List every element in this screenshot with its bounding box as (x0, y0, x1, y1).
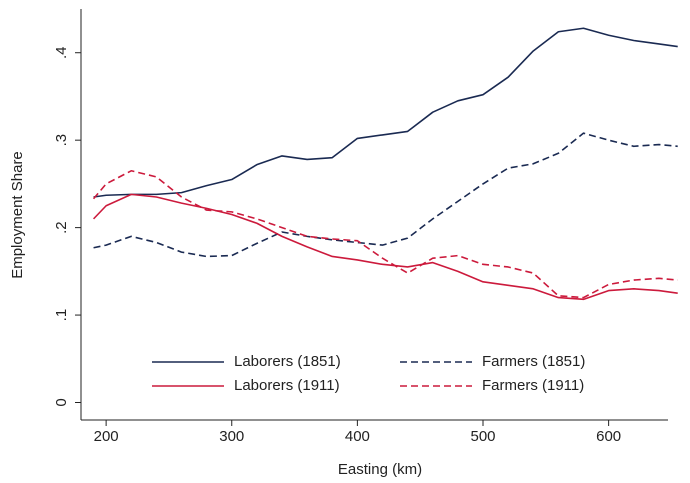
x-tick-label: 400 (345, 428, 370, 445)
legend-label: Laborers (1851) (234, 353, 341, 370)
legend-label: Farmers (1911) (482, 377, 584, 394)
series-line (92, 169, 678, 299)
series-line (93, 27, 678, 198)
y-tick-label: .3 (53, 134, 70, 147)
series-line (92, 193, 678, 301)
legend-label: Laborers (1911) (234, 377, 340, 394)
y-tick-label: .1 (53, 309, 70, 322)
y-tick-label: .4 (53, 46, 70, 59)
y-tick-label: .2 (53, 221, 70, 234)
series-line (93, 132, 678, 258)
x-tick-label: 600 (596, 428, 621, 445)
y-tick-label: 0 (53, 398, 70, 406)
x-tick-label: 300 (219, 428, 244, 445)
x-axis-label: Easting (km) (338, 461, 422, 478)
x-tick-label: 500 (470, 428, 495, 445)
y-axis-label: Employment Share (9, 151, 26, 279)
x-tick-label: 200 (94, 428, 119, 445)
legend-label: Farmers (1851) (482, 353, 585, 370)
